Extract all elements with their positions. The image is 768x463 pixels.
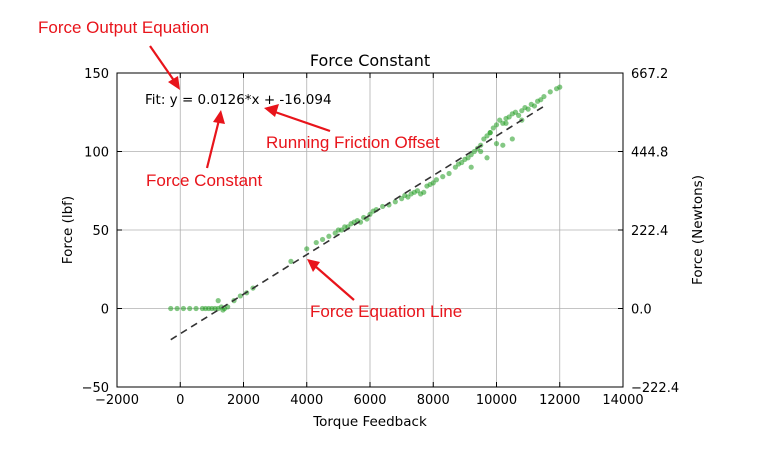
x-tick-label: 14000 [602,393,643,408]
scatter-point [500,142,506,148]
scatter-point [168,305,174,312]
x-tick-label: −2000 [95,393,139,408]
annotation-force-constant: Force Constant [146,171,263,190]
y-tick-label: 150 [84,67,109,82]
scatter-point [288,258,294,264]
scatter-point [174,305,180,312]
scatter-point [414,188,421,194]
arrow-head-running-friction [264,104,279,117]
scatter-point [332,230,338,236]
y-tick-label: −50 [82,381,109,396]
scatter-point [326,233,332,239]
scatter-point [452,164,458,170]
x-axis-label: Torque Feedback [312,414,427,430]
scatter-point [459,159,465,166]
scatter-point [468,164,474,170]
chart-title: Force Constant [310,51,430,70]
grid [117,73,623,387]
y-tick-label: 0 [101,303,109,318]
scatter-points [168,84,563,313]
scatter-point [215,298,221,304]
scatter-point [399,196,405,202]
x-tick-label: 8000 [417,393,450,408]
y-tick-label: 100 [84,146,109,161]
scatter-point [465,155,471,161]
x-tick-label: 2000 [227,393,260,408]
y2-tick-label: 222.4 [631,224,668,239]
scatter-point [481,136,487,142]
scatter-point [490,125,496,131]
scatter-point [313,239,319,246]
annotation-running-friction-offset: Running Friction Offset [266,133,440,152]
scatter-point [497,117,503,123]
scatter-point [557,84,563,90]
arrow-force-constant [205,119,221,169]
scatter-point [319,236,326,243]
scatter-point [405,194,411,200]
annotation-arrows [149,45,355,301]
scatter-point [506,114,512,120]
scatter-point [503,120,509,126]
scatter-point [421,189,427,195]
scatter-point [509,136,515,142]
scatter-point [493,122,500,128]
arrow-head-force-constant [213,110,225,124]
x-tick-label: 6000 [353,393,386,408]
scatter-point [541,93,547,100]
arrow-head-output-equation [168,76,180,90]
scatter-point [193,305,199,312]
y-tick-label: 50 [92,224,109,239]
x-tick-label: 10000 [476,393,517,408]
scatter-point [433,177,440,183]
scatter-point [531,103,538,109]
arrow-head-equation-line [307,259,320,272]
y2-tick-label: 0.0 [631,303,652,318]
annotation-force-equation-line: Force Equation Line [310,302,463,321]
fit-line [170,103,548,341]
x-tick-label: 12000 [539,393,580,408]
y2-tick-label: −222.4 [631,381,679,396]
scatter-point [512,109,519,115]
y2-tick-label: 444.8 [631,146,668,161]
scatter-point [440,174,446,180]
scatter-point [516,112,522,118]
scatter-point [180,305,187,312]
scatter-point [338,227,345,233]
y2-axis-label: Force (Newtons) [690,175,706,285]
scatter-point [187,305,193,312]
scatter-point [357,219,364,225]
scatter-point [430,180,436,186]
scatter-point [493,141,500,147]
annotation-force-output-equation: Force Output Equation [38,18,210,37]
y-axis-label: Force (lbf) [60,196,76,264]
arrow-output-equation [149,45,176,83]
scatter-point [380,203,386,210]
arrow-running-friction [274,110,331,133]
scatter-point [392,199,398,205]
y2-tick-label: 667.2 [631,67,668,82]
scatter-point [538,97,544,103]
scatter-point [471,148,477,155]
fit-equation: Fit: y = 0.0126*x + -16.094 [145,92,332,108]
arrow-equation-line [314,265,355,301]
scatter-point [525,106,531,112]
scatter-point [484,133,490,139]
x-tick-label: 4000 [290,393,323,408]
scatter-point [446,170,452,177]
scatter-point [547,89,553,95]
axis-ticks: −2000 0 2000 4000 6000 8000 10000 12000 14000 −50… [82,67,680,408]
scatter-point [478,148,484,155]
scatter-point [519,108,525,114]
scatter-point [237,293,243,299]
x-tick-label: 0 [176,393,184,408]
scatter-point [220,307,226,313]
scatter-point [304,246,310,252]
scatter-point [484,155,490,161]
scatter-point [487,130,493,136]
